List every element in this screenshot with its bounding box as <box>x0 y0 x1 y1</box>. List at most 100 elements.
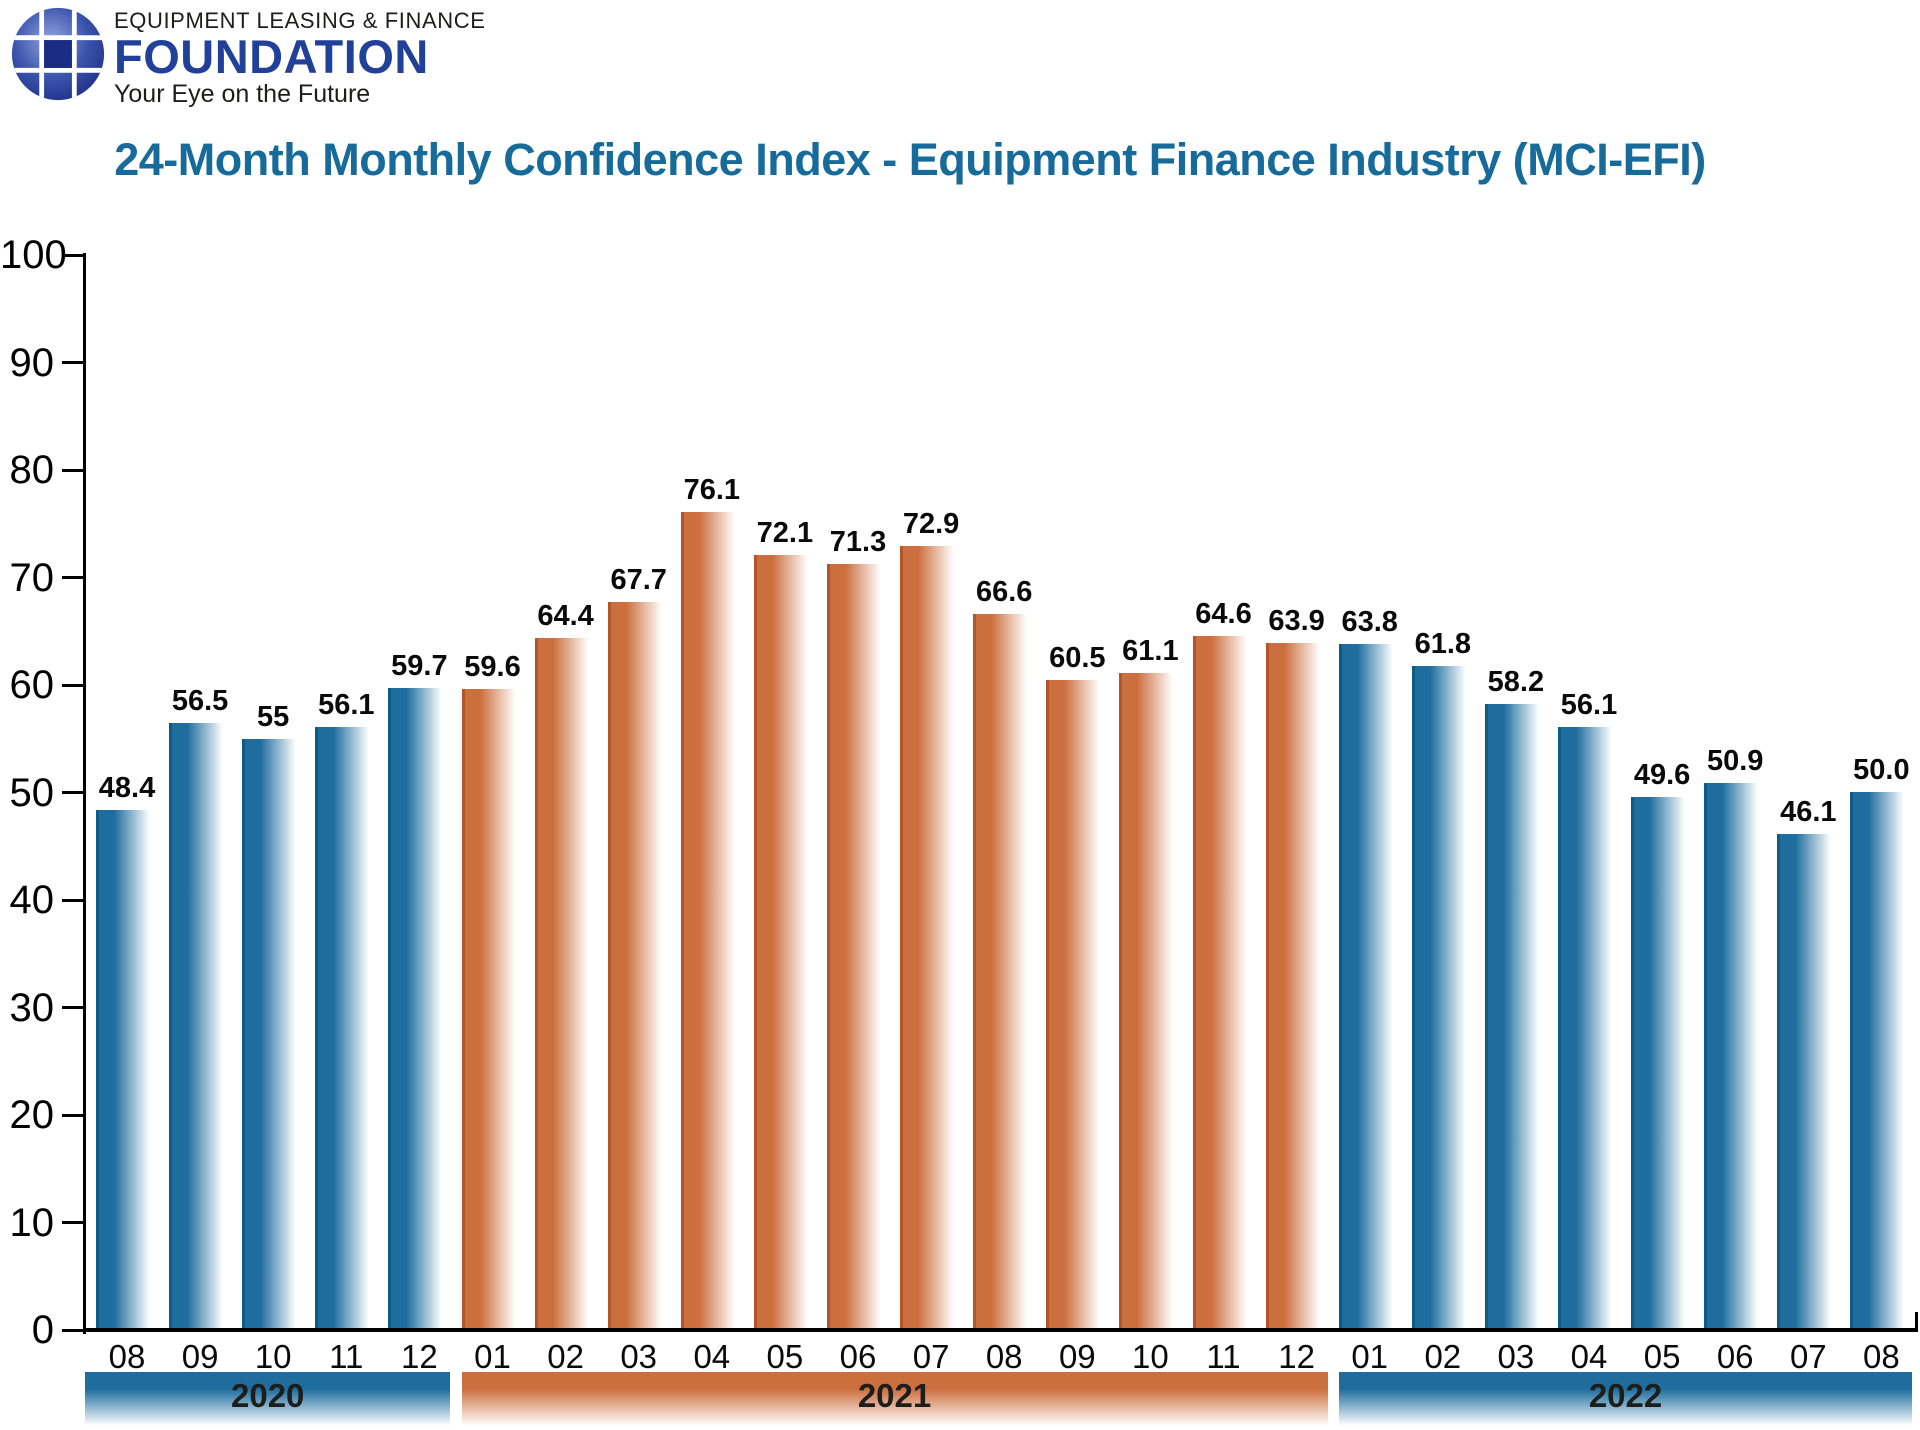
month-label-2022-06: 06 <box>1716 1338 1754 1375</box>
logo-text: EQUIPMENT LEASING & FINANCE FOUNDATION Y… <box>114 6 486 108</box>
bar-2021-07 <box>900 546 963 1330</box>
x-axis-end-tick <box>1915 1312 1918 1328</box>
value-label-2021-01: 59.6 <box>464 651 521 683</box>
month-label-2021-08: 08 <box>985 1338 1023 1375</box>
month-label-2021-09: 09 <box>1058 1338 1096 1375</box>
y-axis-tick-label-50: 50 <box>9 770 55 815</box>
bar-2022-06 <box>1704 783 1767 1330</box>
globe-icon <box>11 7 105 101</box>
value-label-2022-05: 49.6 <box>1633 759 1691 791</box>
bar-2022-01 <box>1338 644 1401 1330</box>
y-axis-tick-20 <box>62 1113 84 1117</box>
bar-2021-06 <box>827 564 889 1330</box>
y-axis-tick-30 <box>62 1006 84 1009</box>
bar-2022-07 <box>1777 834 1840 1330</box>
y-axis-tick-40 <box>62 898 84 902</box>
value-label-2021-08: 66.6 <box>975 576 1033 608</box>
bar-2021-05 <box>753 555 816 1330</box>
y-axis-tick-60 <box>62 683 84 687</box>
logo-tagline: Your Eye on the Future <box>114 80 371 108</box>
value-label-2021-04: 76.1 <box>683 474 741 506</box>
month-label-2021-01: 01 <box>474 1338 511 1375</box>
y-axis-tick-10 <box>62 1221 84 1224</box>
month-label-2021-12: 12 <box>1278 1338 1315 1375</box>
value-label-2021-12: 63.9 <box>1268 605 1325 637</box>
month-label-2022-02: 02 <box>1424 1338 1462 1375</box>
year-band-2020: 2020 <box>85 1372 451 1429</box>
value-label-2022-04: 56.1 <box>1560 689 1618 721</box>
value-label-2021-07: 72.9 <box>902 508 960 540</box>
value-label-2021-10: 61.1 <box>1122 635 1179 667</box>
month-label-2021-07: 07 <box>912 1338 950 1375</box>
bar-2021-04 <box>680 512 743 1330</box>
month-label-2020-10: 10 <box>254 1338 292 1375</box>
bar-2020-11 <box>315 727 378 1330</box>
value-label-2020-11: 56.1 <box>318 689 375 721</box>
month-label-2022-05: 05 <box>1643 1338 1681 1375</box>
y-axis-tick-label-20: 20 <box>9 1093 55 1137</box>
month-label-2021-04: 04 <box>693 1338 731 1375</box>
bar-2021-03 <box>607 602 670 1330</box>
month-label-2020-12: 12 <box>401 1338 438 1375</box>
logo-wordmark: FOUNDATION <box>114 30 429 83</box>
bar-2022-04 <box>1558 727 1620 1330</box>
month-label-2021-06: 06 <box>839 1338 877 1375</box>
month-label-2021-10: 10 <box>1132 1338 1169 1375</box>
value-label-2021-06: 71.3 <box>829 526 887 558</box>
value-label-2020-09: 56.5 <box>171 685 229 717</box>
month-label-2021-05: 05 <box>766 1338 804 1375</box>
value-label-2022-03: 58.2 <box>1487 666 1545 698</box>
month-label-2022-08: 08 <box>1863 1338 1900 1375</box>
bar-2021-01 <box>461 689 524 1330</box>
bar-2020-08 <box>96 810 158 1330</box>
y-axis-tick-label-60: 60 <box>9 663 55 707</box>
y-axis-tick-0 <box>62 1328 84 1332</box>
month-label-2022-07: 07 <box>1789 1338 1827 1375</box>
bar-2021-11 <box>1192 636 1255 1330</box>
bar-2022-02 <box>1411 666 1474 1330</box>
bar-2020-12 <box>388 688 451 1330</box>
value-label-2021-05: 72.1 <box>756 517 814 549</box>
value-label-2021-11: 64.6 <box>1195 598 1252 630</box>
year-label-2021: 2021 <box>857 1377 932 1414</box>
y-axis-tick-70 <box>62 576 84 579</box>
bar-2021-02 <box>534 638 597 1330</box>
y-axis-tick-label-0: 0 <box>31 1308 54 1352</box>
value-label-2021-02: 64.4 <box>537 600 594 632</box>
month-label-2020-09: 09 <box>181 1338 219 1375</box>
y-axis-tick-80 <box>62 468 84 472</box>
bar-2021-08 <box>973 614 1036 1330</box>
chart-title: 24-Month Monthly Confidence Index - Equi… <box>114 134 1706 185</box>
y-axis-tick-label-80: 80 <box>9 448 55 492</box>
x-axis-line <box>83 1328 1918 1332</box>
value-label-2020-10: 55 <box>257 701 290 733</box>
month-label-2021-02: 02 <box>547 1338 584 1375</box>
bar-2022-03 <box>1484 704 1547 1330</box>
value-label-2020-12: 59.7 <box>391 650 448 682</box>
value-label-2022-06: 50.9 <box>1706 745 1764 777</box>
month-label-2022-04: 04 <box>1570 1338 1608 1375</box>
y-axis-tick-label-90: 90 <box>9 340 55 385</box>
bar-2020-10 <box>242 739 305 1330</box>
year-label-2020: 2020 <box>230 1377 305 1414</box>
month-label-2022-03: 03 <box>1497 1338 1535 1375</box>
bar-2021-09 <box>1046 680 1109 1330</box>
bar-2022-08 <box>1850 792 1913 1330</box>
value-label-2022-07: 46.1 <box>1780 796 1837 828</box>
value-label-2020-08: 48.4 <box>98 772 156 804</box>
bar-2021-12 <box>1265 643 1328 1330</box>
month-label-2022-01: 01 <box>1351 1338 1389 1375</box>
year-band-2022: 2022 <box>1338 1372 1913 1429</box>
bar-2020-09 <box>169 723 232 1330</box>
bar-2022-05 <box>1631 797 1694 1330</box>
y-axis-tick-label-40: 40 <box>9 878 55 922</box>
value-label-2022-02: 61.8 <box>1414 628 1472 660</box>
y-axis-tick-label-30: 30 <box>9 985 55 1030</box>
y-axis-tick-label-70: 70 <box>9 555 55 600</box>
month-label-2020-08: 08 <box>108 1338 146 1375</box>
y-axis-line <box>83 253 86 1334</box>
value-label-2022-01: 63.8 <box>1341 606 1398 638</box>
foundation-logo: EQUIPMENT LEASING & FINANCE FOUNDATION Y… <box>10 6 486 108</box>
